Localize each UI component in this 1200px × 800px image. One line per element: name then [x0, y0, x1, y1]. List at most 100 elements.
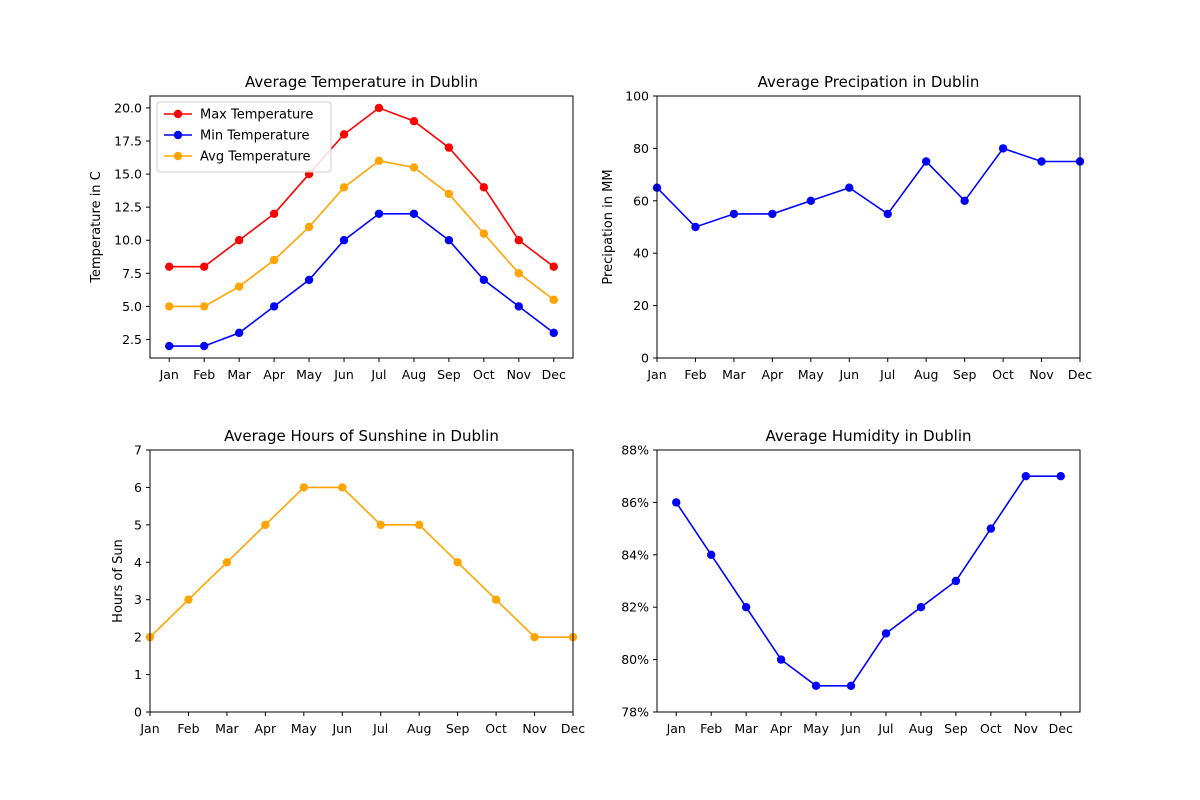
humidity-data-point: [1056, 472, 1065, 481]
humidity-data-point: [881, 629, 891, 638]
precipitation-data-point: [691, 222, 700, 232]
precipitation-xtick-label: Jun: [839, 367, 860, 382]
humidity-data-point: [811, 681, 821, 690]
precipitation-data-point: [845, 183, 854, 192]
temperature-data-point: [409, 209, 419, 218]
humidity-ytick-label: 86%: [621, 495, 649, 510]
temperature-title: Average Temperature in Dublin: [245, 73, 478, 91]
temperature-xtick-label: May: [296, 367, 322, 382]
sunshine-ytick-label: 3: [134, 592, 142, 607]
temperature-ytick-label: 12.5: [114, 200, 142, 215]
precipitation-ylabel: Precipation in MM: [601, 169, 616, 284]
temperature-data-point: [514, 269, 524, 278]
temperature-legend-marker: [173, 151, 183, 161]
temperature-ytick-label: 17.5: [114, 133, 142, 148]
sunshine-xtick-label: Oct: [485, 721, 507, 736]
sunshine-data-point: [338, 483, 347, 492]
humidity-data-point: [986, 524, 996, 533]
sunshine-ytick-label: 1: [134, 667, 142, 682]
sunshine-data-point: [530, 632, 539, 642]
humidity-xtick-label: Apr: [770, 721, 792, 736]
humidity-series-line: [675, 475, 1061, 687]
humidity-xtick-label: Oct: [980, 721, 1002, 736]
sunshine-xtick-label: Mar: [215, 721, 239, 736]
sunshine-series-line: [149, 486, 573, 638]
humidity-title: Average Humidity in Dublin: [765, 427, 971, 445]
temperature-data-point: [409, 163, 419, 172]
humidity-axes-frame: [656, 449, 1081, 713]
sunshine-xtick-label: Sep: [446, 721, 470, 736]
sunshine-title: Average Hours of Sunshine in Dublin: [224, 427, 499, 445]
precipitation-data-point: [729, 209, 739, 219]
sunshine-data-point: [491, 595, 501, 604]
humidity-data-point: [916, 603, 926, 612]
precipitation-ytick-label: 20: [633, 298, 649, 313]
temperature-data-point: [374, 103, 384, 113]
temperature-data-point: [269, 302, 279, 311]
precipitation-xtick-label: Mar: [722, 367, 746, 382]
temperature-data-point: [234, 282, 244, 291]
humidity-xtick-label: Nov: [1014, 721, 1039, 736]
temperature-data-point: [304, 275, 314, 285]
precipitation-xtick-label: Dec: [1068, 367, 1092, 382]
temperature-xtick-label: Jul: [370, 367, 386, 382]
temperature-xtick-label: Oct: [473, 367, 495, 382]
humidity-chart: Average Humidity in Dublin Jan Feb Mar Apr Ma…: [621, 427, 1081, 736]
temperature-chart: Average Temperature in Dublin Temperature…: [89, 73, 574, 382]
precipitation-xtick-label: Nov: [1029, 367, 1054, 382]
temperature-data-point: [199, 262, 209, 271]
precipitation-xtick-label: Oct: [992, 367, 1014, 382]
precipitation-xtick-label: Feb: [684, 367, 706, 382]
temperature-data-point: [479, 183, 489, 192]
temperature-data-point: [234, 236, 244, 245]
temperature-legend-label: Max Temperature: [200, 108, 313, 123]
temperature-xtick-label: Nov: [507, 367, 532, 382]
sunshine-ytick-label: 7: [134, 443, 142, 458]
temperature-xtick-label: Apr: [263, 367, 285, 382]
temperature-xtick-label: Mar: [227, 367, 251, 382]
temperature-legend-label: Avg Temperature: [200, 150, 311, 165]
temperature-data-point: [444, 143, 454, 152]
precipitation-data-point: [1037, 157, 1046, 166]
sunshine-ylabel: Hours of Sun: [111, 539, 126, 623]
humidity-data-point: [1021, 472, 1031, 481]
humidity-ytick-label: 84%: [621, 547, 649, 562]
temperature-series-line: [169, 159, 555, 308]
sunshine-ytick-label: 4: [134, 555, 142, 570]
temperature-data-point: [549, 328, 558, 338]
temperature-data-point: [479, 275, 489, 285]
precipitation-data-point: [998, 144, 1008, 153]
precipitation-xtick-label: Jan: [646, 367, 666, 382]
precipitation-data-point: [921, 157, 931, 166]
humidity-ytick-label: 82%: [621, 600, 649, 615]
precipitation-xtick-label: May: [798, 367, 824, 382]
temperature-data-point: [339, 183, 349, 192]
temperature-data-point: [444, 236, 454, 245]
temperature-data-point: [339, 130, 349, 139]
temperature-ylabel: Temperature in C: [89, 171, 104, 284]
sunshine-axes-frame: [149, 449, 574, 713]
temperature-data-point: [304, 222, 314, 232]
temperature-data-point: [199, 341, 209, 351]
sunshine-chart: Average Hours of Sunshine in Dublin Hours…: [111, 427, 585, 736]
temperature-data-point: [199, 302, 209, 311]
temperature-legend-marker: [173, 109, 183, 119]
temperature-legend-box: [156, 101, 332, 173]
temperature-xtick-label: Aug: [402, 367, 426, 382]
temperature-xtick-label: Jan: [159, 367, 179, 382]
temperature-data-point: [165, 302, 174, 311]
precipitation-data-point: [806, 196, 816, 205]
humidity-xtick-label: Feb: [700, 721, 722, 736]
sunshine-xtick-label: Apr: [255, 721, 277, 736]
temperature-data-point: [269, 209, 279, 218]
temperature-data-point: [514, 236, 524, 245]
temperature-ytick-label: 20.0: [114, 100, 142, 115]
temperature-series-line: [169, 212, 555, 347]
temperature-xtick-label: Dec: [542, 367, 566, 382]
temperature-ytick-label: 7.5: [122, 266, 142, 281]
precipitation-ytick-label: 40: [633, 246, 649, 261]
temperature-data-point: [514, 302, 524, 311]
temperature-data-point: [549, 295, 558, 304]
sunshine-xtick-label: Feb: [177, 721, 199, 736]
